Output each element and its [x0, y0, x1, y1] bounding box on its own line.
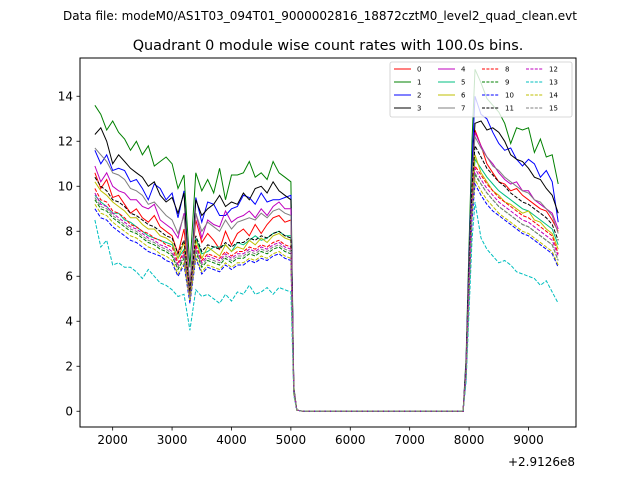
x-tick-label: 9000 — [513, 433, 544, 447]
y-tick-label: 0 — [65, 405, 73, 419]
chart-title: Quadrant 0 module wise count rates with … — [133, 38, 524, 54]
legend-label-15: 15 — [549, 105, 558, 113]
legend-label-2: 2 — [417, 92, 421, 100]
legend-label-5: 5 — [461, 79, 465, 87]
suptitle: Data file: modeM0/AS1T03_094T01_90000028… — [63, 9, 577, 23]
legend-label-13: 13 — [549, 79, 558, 87]
legend-label-0: 0 — [417, 66, 421, 74]
legend-label-12: 12 — [549, 66, 558, 74]
legend-label-4: 4 — [461, 66, 466, 74]
legend-label-11: 11 — [505, 105, 514, 113]
legend-label-10: 10 — [505, 92, 514, 100]
y-axis: 0 2 4 6 8 10 12 14 — [58, 90, 80, 419]
x-tick-label: 8000 — [454, 433, 485, 447]
legend-label-9: 9 — [505, 79, 509, 87]
x-axis: 2000 3000 4000 5000 6000 7000 8000 9000 — [97, 427, 544, 447]
y-tick-label: 10 — [58, 180, 73, 194]
plot-lines — [94, 69, 559, 412]
x-tick-label: 4000 — [216, 433, 247, 447]
y-tick-label: 12 — [58, 135, 73, 149]
series-line-13 — [94, 201, 559, 412]
y-tick-label: 8 — [65, 225, 73, 239]
x-tick-label: 6000 — [335, 433, 366, 447]
x-offset-label: +2.9126e8 — [508, 455, 575, 469]
legend-label-6: 6 — [461, 92, 466, 100]
x-tick-label: 2000 — [97, 433, 128, 447]
axes-frame — [79, 57, 577, 428]
x-tick-label: 7000 — [394, 433, 425, 447]
legend-label-14: 14 — [549, 92, 558, 100]
legend-label-1: 1 — [417, 79, 421, 87]
y-tick-label: 2 — [65, 360, 73, 374]
legend-label-3: 3 — [417, 105, 421, 113]
legend-label-7: 7 — [461, 105, 465, 113]
y-tick-label: 4 — [65, 315, 73, 329]
y-tick-label: 14 — [58, 90, 73, 104]
legend-label-8: 8 — [505, 66, 509, 74]
series-line-15 — [94, 171, 559, 412]
x-tick-label: 3000 — [157, 433, 188, 447]
x-tick-label: 5000 — [276, 433, 307, 447]
y-tick-label: 6 — [65, 270, 73, 284]
legend-box — [389, 61, 573, 118]
